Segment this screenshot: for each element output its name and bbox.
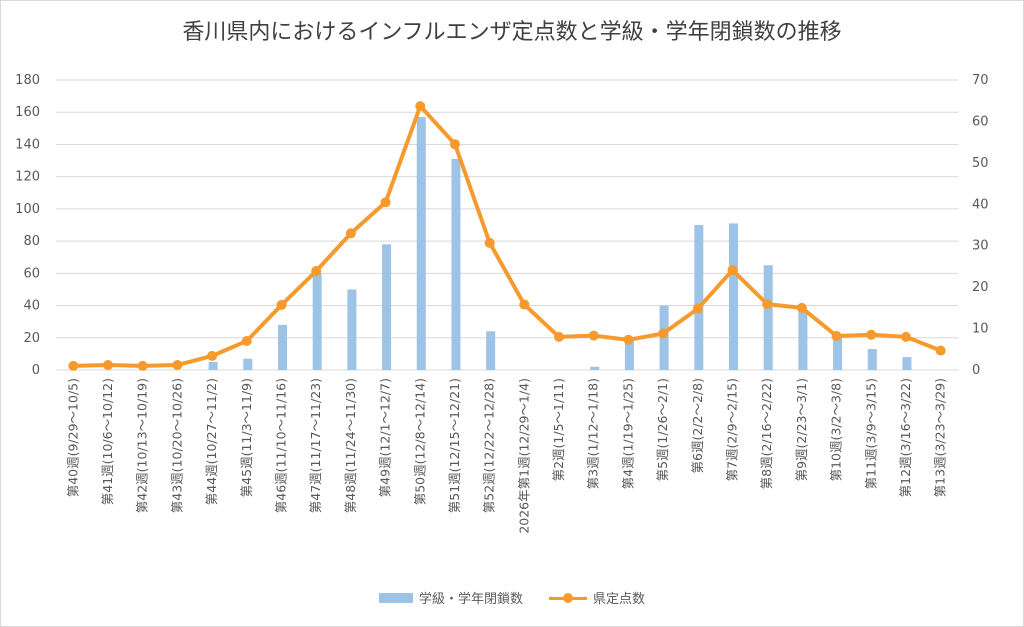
x-category-label: 第3週(1/12～1/18): [586, 378, 601, 489]
line-point: [276, 299, 287, 310]
bar: [451, 158, 461, 370]
x-category-label: 第52週(12/22～12/28): [482, 378, 497, 513]
legend-swatch-bar: [378, 592, 413, 603]
y-right-tick-label: 20: [972, 280, 989, 295]
bar: [243, 358, 253, 370]
legend-item-line: 県定点数: [549, 588, 645, 607]
line-point: [935, 345, 946, 356]
x-category-label: 第48週(11/24～11/30): [343, 378, 358, 513]
x-category-label: 第46週(11/10～11/16): [274, 378, 289, 513]
line-point: [900, 331, 911, 342]
line-point: [380, 197, 391, 208]
x-category-label: 第13週(3/23～3/29): [933, 378, 948, 497]
x-category-label: 第51週(12/15～12/21): [447, 378, 462, 513]
x-category-label: 第41週(10/6～10/12): [100, 378, 115, 505]
legend-swatch-line: [549, 592, 587, 603]
x-category-label: 第43週(10/20～10/26): [169, 378, 184, 513]
line-point: [449, 139, 460, 150]
line-point: [519, 299, 530, 310]
line-point: [241, 336, 252, 346]
line-point: [623, 334, 634, 345]
y-left-tick-label: 0: [32, 363, 40, 378]
line-point: [311, 265, 322, 276]
bar: [590, 366, 600, 370]
bar: [208, 361, 218, 370]
bar: [763, 265, 773, 370]
y-right-tick-label: 0: [972, 363, 980, 378]
x-category-label: 2026年第1週(12/29～1/4): [516, 378, 531, 534]
line-point: [103, 360, 114, 371]
x-category-label: 第5週(1/26～2/1): [655, 378, 670, 481]
x-category-label: 第6週(2/2～2/8): [690, 378, 705, 473]
bar: [347, 289, 357, 370]
y-right-tick-label: 60: [972, 114, 989, 129]
line-point: [345, 228, 356, 239]
line-point: [692, 303, 703, 314]
y-left-tick-label: 40: [23, 299, 40, 314]
x-category-label: 第44週(10/27～11/2): [204, 378, 219, 505]
line-point: [484, 237, 495, 248]
y-left-tick-label: 120: [15, 170, 40, 185]
y-right-tick-label: 30: [972, 239, 989, 254]
chart-title: 香川県内におけるインフルエンザ定点数と学級・学年閉鎖数の推移: [182, 20, 842, 45]
legend-item-bar: 学級・学年閉鎖数: [378, 588, 523, 607]
y-right-tick-label: 50: [972, 156, 989, 171]
bar: [312, 273, 322, 370]
bar: [382, 244, 392, 370]
bar: [278, 324, 287, 370]
bar: [867, 349, 877, 370]
x-category-label: 第4週(1/19～1/25): [620, 378, 635, 489]
line-point: [415, 101, 426, 112]
bar: [416, 117, 426, 370]
x-category-label: 第2週(1/5～1/11): [551, 378, 566, 481]
x-category-label: 第10週(3/2～3/8): [829, 378, 844, 481]
x-category-label: 第40週(9/29～10/5): [65, 378, 80, 497]
series-line: [73, 104, 942, 368]
x-category-label: 第45週(11/3～11/9): [239, 378, 254, 497]
line-point: [762, 299, 773, 310]
bar: [833, 337, 843, 370]
bar: [486, 331, 496, 370]
line-point: [68, 360, 79, 371]
y-left-tick-label: 180: [15, 73, 40, 88]
bar: [729, 223, 738, 370]
line-point: [588, 330, 599, 341]
x-category-label: 第11週(3/9～3/15): [863, 378, 878, 489]
y-left-tick-label: 60: [23, 266, 40, 281]
legend: 学級・学年閉鎖数 県定点数: [0, 588, 1024, 607]
y-left-tick-label: 20: [23, 331, 40, 346]
legend-label-bar: 学級・学年閉鎖数: [418, 592, 523, 607]
x-category-label: 第8週(2/16～2/22): [759, 378, 774, 489]
x-category-label: 第42週(10/13～10/19): [135, 378, 150, 513]
y-right-tick-label: 10: [972, 322, 989, 337]
y-right-tick-label: 40: [972, 197, 989, 212]
line-point: [796, 302, 807, 313]
line-point: [207, 350, 218, 361]
legend-label-line: 県定点数: [593, 592, 646, 607]
line-point: [137, 360, 148, 371]
line-point: [172, 360, 183, 371]
x-category-label: 第7週(2/9～2/15): [725, 378, 740, 481]
bar: [694, 225, 704, 370]
y-left-tick-label: 100: [15, 202, 40, 217]
y-left-tick-label: 160: [15, 105, 40, 120]
bar: [624, 341, 634, 370]
y-left-tick-label: 140: [15, 137, 40, 152]
line-point: [554, 331, 565, 342]
x-category-label: 第49週(12/1～12/7): [378, 378, 393, 497]
bar: [798, 308, 808, 370]
x-category-label: 第50週(12/8～12/14): [412, 378, 427, 505]
bar: [902, 357, 912, 370]
y-right-tick-label: 70: [972, 73, 989, 88]
line-point: [866, 329, 877, 340]
line-point: [831, 331, 842, 342]
line-point: [727, 265, 738, 276]
line-point: [658, 328, 669, 339]
x-category-label: 第47週(11/17～11/23): [308, 378, 323, 513]
y-left-tick-label: 80: [23, 234, 40, 249]
x-category-label: 第9週(2/23～3/1): [794, 378, 809, 481]
x-category-label: 第12週(3/16～3/22): [898, 378, 913, 497]
